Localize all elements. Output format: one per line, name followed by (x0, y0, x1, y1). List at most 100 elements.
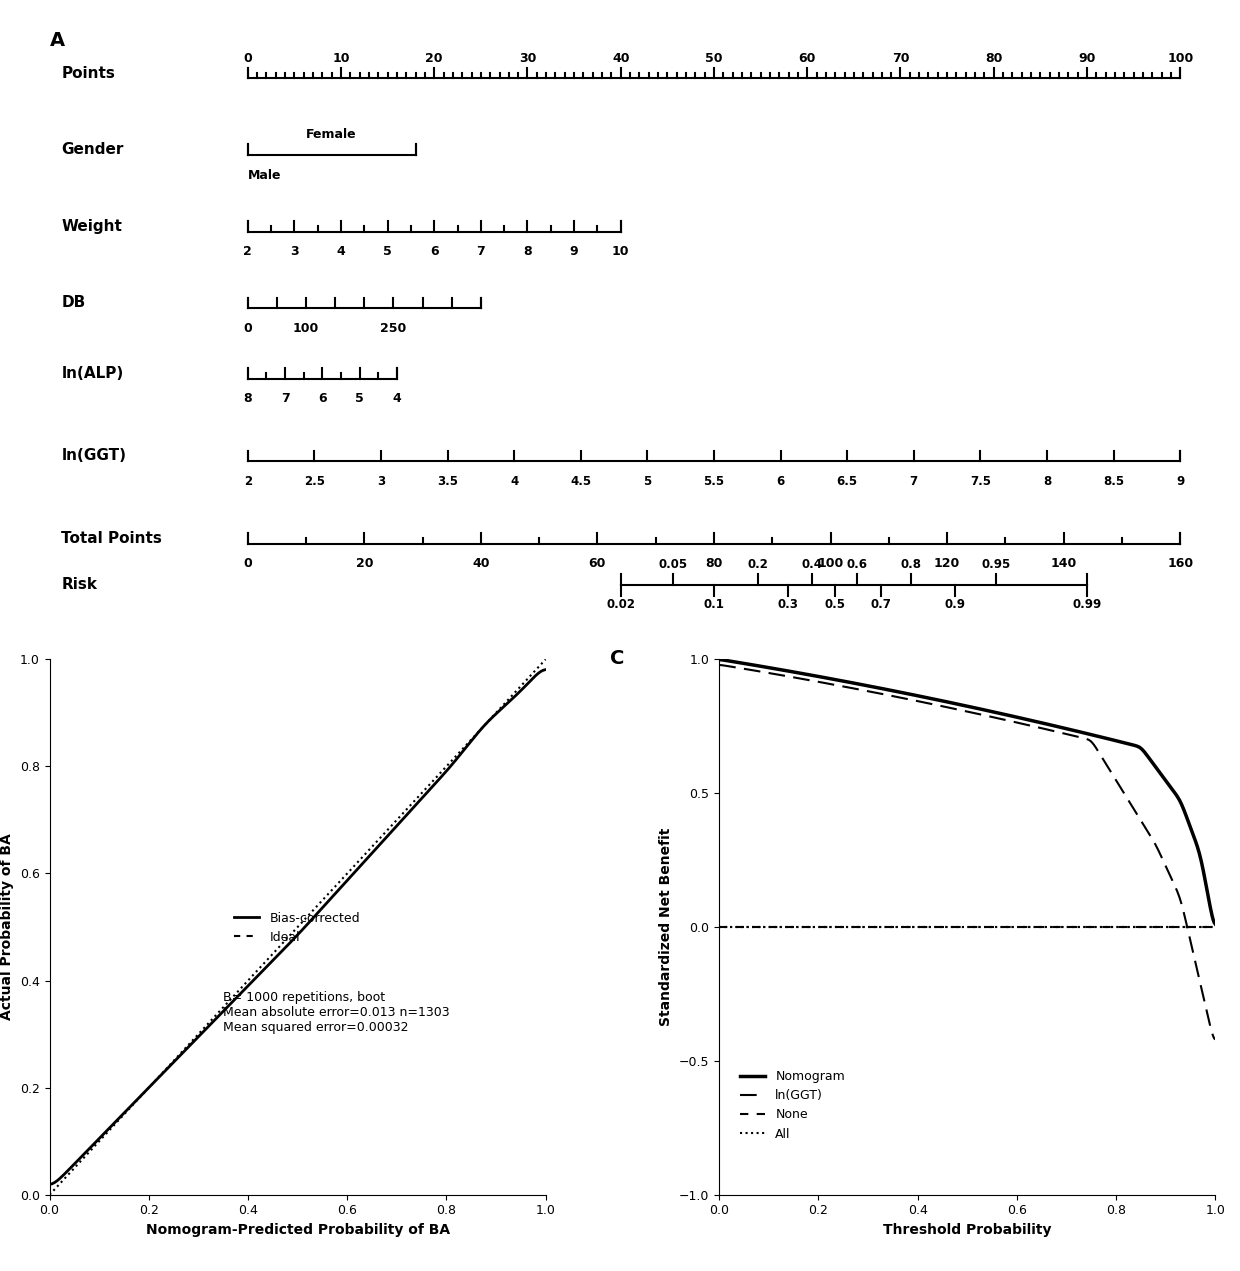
None (980, 919, 994, 934)
Legend: Nomogram, ln(GGT), None, All: Nomogram, ln(GGT), None, All (735, 1065, 851, 1145)
None (950, 919, 965, 934)
ln(GGT) (980, 708, 994, 723)
Text: DB: DB (61, 295, 86, 310)
Bias-corrected (42, 1177, 57, 1192)
Text: 0.8: 0.8 (900, 558, 921, 572)
Text: 60: 60 (799, 52, 816, 65)
Bias-corrected (62, 1162, 77, 1177)
None (1195, 919, 1210, 934)
Ideal (134, 1088, 149, 1103)
Text: 4: 4 (510, 475, 518, 488)
Text: 7: 7 (910, 475, 918, 488)
ln(GGT) (950, 702, 965, 717)
Text: 100: 100 (293, 322, 319, 334)
Text: 9: 9 (1176, 475, 1184, 488)
X-axis label: Threshold Probability: Threshold Probability (883, 1223, 1052, 1237)
None (712, 919, 727, 934)
Nomogram (947, 697, 962, 712)
Ideal (175, 1045, 190, 1060)
Text: 6: 6 (317, 393, 326, 405)
Bias-corrected (538, 662, 553, 677)
None (947, 919, 962, 934)
Text: 90: 90 (1079, 52, 1096, 65)
Text: 3: 3 (290, 245, 299, 258)
Text: 0.7: 0.7 (870, 599, 892, 611)
Text: 3.5: 3.5 (436, 475, 458, 488)
Ideal (496, 698, 511, 713)
Nomogram (712, 652, 727, 667)
Text: 4: 4 (393, 393, 402, 405)
None (1007, 919, 1022, 934)
Text: B= 1000 repetitions, boot
Mean absolute error=0.013 n=1303
Mean squared error=0.: B= 1000 repetitions, boot Mean absolute … (223, 991, 450, 1035)
Text: 0: 0 (243, 52, 252, 65)
Text: 6: 6 (776, 475, 785, 488)
Text: 4.5: 4.5 (570, 475, 591, 488)
Text: 0.6: 0.6 (847, 558, 867, 572)
Text: 250: 250 (381, 322, 407, 334)
Text: 80: 80 (706, 557, 723, 571)
Text: 160: 160 (1167, 557, 1193, 571)
Text: ln(ALP): ln(ALP) (61, 366, 124, 381)
Text: 2.5: 2.5 (304, 475, 325, 488)
Nomogram (1208, 916, 1223, 932)
Text: 120: 120 (934, 557, 960, 571)
Text: 0: 0 (243, 557, 252, 571)
Text: 100: 100 (1167, 52, 1193, 65)
Text: 40: 40 (472, 557, 490, 571)
Text: 0.9: 0.9 (945, 599, 966, 611)
Text: Total Points: Total Points (61, 531, 162, 545)
Nomogram (950, 697, 965, 712)
Line: Bias-corrected: Bias-corrected (50, 670, 546, 1185)
Bias-corrected (134, 1087, 149, 1102)
Text: 20: 20 (356, 557, 373, 571)
Text: 100: 100 (817, 557, 843, 571)
Text: 20: 20 (425, 52, 443, 65)
Ideal (538, 652, 553, 667)
ln(GGT) (1007, 714, 1022, 730)
Text: 2: 2 (243, 245, 252, 258)
Nomogram (1007, 709, 1022, 724)
Text: Risk: Risk (61, 577, 97, 592)
ln(GGT) (1195, 989, 1210, 1004)
Text: 6: 6 (430, 245, 439, 258)
ln(GGT) (947, 702, 962, 717)
Text: 0.95: 0.95 (982, 558, 1011, 572)
Ideal (62, 1166, 77, 1181)
Text: 70: 70 (892, 52, 909, 65)
Text: Gender: Gender (61, 142, 124, 158)
Text: Female: Female (306, 128, 357, 141)
ln(GGT) (1208, 1032, 1223, 1047)
Text: 5: 5 (383, 245, 392, 258)
Text: Points: Points (61, 66, 115, 80)
ln(GGT) (1118, 788, 1133, 803)
Ideal (42, 1187, 57, 1202)
Text: 0: 0 (243, 322, 252, 334)
Text: 30: 30 (518, 52, 536, 65)
X-axis label: Nomogram-Predicted Probability of BA: Nomogram-Predicted Probability of BA (145, 1223, 450, 1237)
Text: 8.5: 8.5 (1104, 475, 1125, 488)
Ideal (72, 1155, 87, 1171)
Bias-corrected (175, 1046, 190, 1061)
Y-axis label: Standardized Net Benefit: Standardized Net Benefit (660, 827, 673, 1026)
Text: 4: 4 (336, 245, 346, 258)
Text: 8: 8 (243, 393, 252, 405)
Line: Ideal: Ideal (50, 660, 546, 1195)
Text: 0.5: 0.5 (825, 599, 844, 611)
Text: 9: 9 (570, 245, 578, 258)
Text: 3: 3 (377, 475, 386, 488)
Text: 80: 80 (985, 52, 1002, 65)
Text: 5.5: 5.5 (703, 475, 724, 488)
Text: 6.5: 6.5 (837, 475, 858, 488)
Bias-corrected (72, 1152, 87, 1167)
Line: Nomogram: Nomogram (719, 660, 1215, 924)
Text: Male: Male (248, 169, 281, 182)
Text: Weight: Weight (61, 219, 122, 234)
Text: 0.05: 0.05 (658, 558, 687, 572)
Text: 7: 7 (280, 393, 289, 405)
Text: 0.3: 0.3 (777, 599, 799, 611)
Text: 60: 60 (589, 557, 606, 571)
Nomogram (1195, 863, 1210, 878)
Text: 140: 140 (1050, 557, 1076, 571)
Text: 5: 5 (356, 393, 365, 405)
Legend: Bias-corrected, Ideal: Bias-corrected, Ideal (229, 906, 365, 948)
